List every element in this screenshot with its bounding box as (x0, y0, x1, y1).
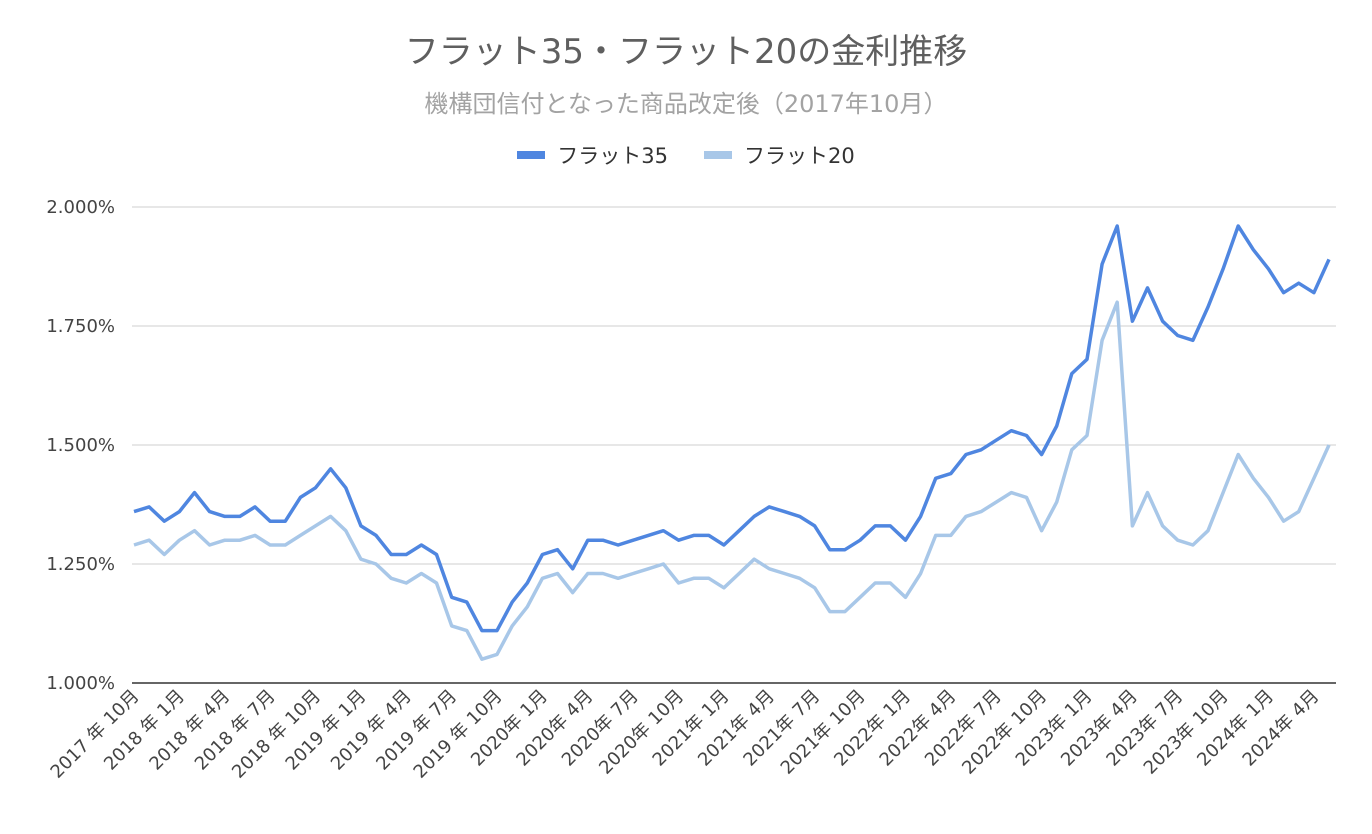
series-line-flat35 (133, 224, 1331, 633)
legend-label-flat35: フラット35 (557, 144, 668, 168)
y-tick-label: 2.000% (46, 197, 115, 218)
legend-label-flat20: フラット20 (744, 144, 855, 168)
y-tick-label: 1.250% (46, 554, 115, 575)
legend-item-flat35: フラット35 (517, 140, 668, 170)
legend-item-flat20: フラット20 (704, 140, 855, 170)
legend-swatch-flat20 (704, 151, 732, 159)
y-tick-label: 1.750% (46, 316, 115, 337)
legend: フラット35 フラット20 (0, 140, 1372, 170)
chart-subtitle: 機構団信付となった商品改定後（2017年10月） (424, 90, 948, 118)
y-tick-label: 1.000% (46, 673, 115, 694)
y-tick-label: 1.500% (46, 435, 115, 456)
chart-title: フラット35・フラット20の金利推移 (404, 32, 968, 72)
series-line-flat20 (133, 300, 1331, 661)
legend-swatch-flat35 (517, 151, 546, 159)
